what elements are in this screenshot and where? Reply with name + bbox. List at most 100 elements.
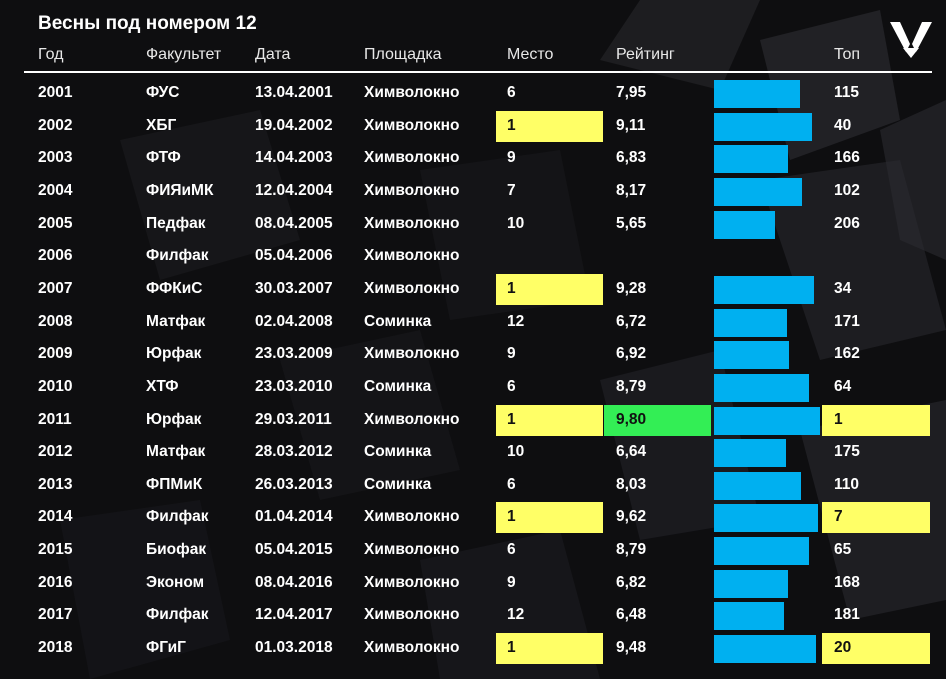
cell-place: 12 <box>507 312 525 330</box>
cell-top: 168 <box>834 573 860 591</box>
cell-year: 2017 <box>38 606 73 624</box>
header-year: Год <box>38 46 64 63</box>
cell-year: 2003 <box>38 149 73 167</box>
top-highlight <box>822 502 930 534</box>
cell-faculty: Филфак <box>146 508 209 526</box>
cell-venue: Химволокно <box>364 214 460 232</box>
cell-year: 2006 <box>38 247 73 265</box>
cell-place: 6 <box>507 541 516 559</box>
cell-faculty: Филфак <box>146 247 209 265</box>
cell-top: 166 <box>834 149 860 167</box>
cell-date: 02.04.2008 <box>255 312 333 330</box>
cell-rating: 6,72 <box>616 312 647 330</box>
place-highlight <box>496 633 603 665</box>
rating-bar <box>714 569 788 598</box>
cell-top: 110 <box>834 475 860 493</box>
table-row: 2014 Филфак 01.04.2014 Химволокно 1 9,62 7 <box>0 501 946 534</box>
cell-rating: 8,03 <box>616 475 647 493</box>
cell-place: 9 <box>507 345 516 363</box>
header-divider <box>24 71 932 73</box>
table-row: 2017 Филфак 12.04.2017 Химволокно 12 6,48 181 <box>0 599 946 632</box>
place-highlight <box>496 502 603 534</box>
table-row: 2018 ФГиГ 01.03.2018 Химволокно 1 9,48 20 <box>0 632 946 665</box>
cell-top: 34 <box>834 279 852 297</box>
cell-year: 2007 <box>38 279 73 297</box>
cell-rating: 6,82 <box>616 573 647 591</box>
cell-top: 175 <box>834 443 860 461</box>
cell-top: 1 <box>834 410 843 428</box>
cell-venue: Химволокно <box>364 606 460 624</box>
cell-venue: Соминка <box>364 475 432 493</box>
cell-date: 23.03.2010 <box>255 377 333 395</box>
cell-venue: Химволокно <box>364 149 460 167</box>
cell-faculty: Филфак <box>146 606 209 624</box>
cell-venue: Соминка <box>364 377 432 395</box>
cell-venue: Химволокно <box>364 639 460 657</box>
cell-top: 64 <box>834 377 852 395</box>
header-date: Дата <box>255 46 291 63</box>
cell-top: 7 <box>834 508 843 526</box>
cell-top: 20 <box>834 639 852 657</box>
cell-faculty: ФТФ <box>146 149 181 167</box>
rating-bar <box>714 373 809 402</box>
rating-bar <box>714 406 820 435</box>
cell-date: 13.04.2001 <box>255 84 333 101</box>
cell-faculty: ФПМиК <box>146 475 203 493</box>
table-row: 2008 Матфак 02.04.2008 Соминка 12 6,72 171 <box>0 306 946 339</box>
cell-year: 2005 <box>38 214 73 232</box>
cell-rating: 9,80 <box>616 410 647 428</box>
cell-rating: 6,64 <box>616 443 647 461</box>
cell-place: 10 <box>507 443 525 461</box>
cell-year: 2004 <box>38 181 73 199</box>
cell-year: 2008 <box>38 312 73 330</box>
cell-faculty: ФУС <box>146 84 180 101</box>
cell-date: 05.04.2006 <box>255 247 333 265</box>
cell-place: 1 <box>507 116 516 134</box>
rating-bar <box>714 471 801 500</box>
cell-year: 2018 <box>38 639 73 657</box>
table-row: 2005 Педфак 08.04.2005 Химволокно 10 5,65 206 <box>0 208 946 241</box>
rating-bar <box>714 308 787 337</box>
cell-venue: Химволокно <box>364 508 460 526</box>
cell-place: 6 <box>507 84 516 101</box>
cell-date: 08.04.2005 <box>255 214 333 232</box>
cell-venue: Химволокно <box>364 573 460 591</box>
cell-year: 2011 <box>38 410 72 428</box>
rating-bar <box>714 341 789 370</box>
cell-place: 1 <box>507 410 516 428</box>
rating-bar <box>714 275 814 304</box>
table-row: 2001 ФУС 13.04.2001 Химволокно 6 7,95 115 <box>0 77 946 110</box>
cell-rating: 6,92 <box>616 345 647 363</box>
table-row: 2006 Филфак 05.04.2006 Химволокно <box>0 240 946 273</box>
rating-bar <box>714 537 809 566</box>
cell-rating: 9,11 <box>616 116 646 134</box>
cell-rating: 8,79 <box>616 541 647 559</box>
top-highlight <box>822 633 930 665</box>
cell-date: 26.03.2013 <box>255 475 333 493</box>
table-row: 2011 Юрфак 29.03.2011 Химволокно 1 9,80 1 <box>0 404 946 437</box>
cell-rating: 9,48 <box>616 639 647 657</box>
header-place: Место <box>507 46 554 63</box>
header-venue: Площадка <box>364 46 442 63</box>
rating-bar <box>714 210 775 239</box>
table-row: 2012 Матфак 28.03.2012 Соминка 10 6,64 175 <box>0 436 946 469</box>
cell-year: 2012 <box>38 443 73 461</box>
brand-logo <box>886 8 936 58</box>
cell-faculty: ФИЯиМК <box>146 181 214 199</box>
rating-bar <box>714 635 816 664</box>
cell-place: 7 <box>507 181 516 199</box>
cell-year: 2015 <box>38 541 73 559</box>
place-highlight <box>496 404 603 436</box>
table-row: 2015 Биофак 05.04.2015 Химволокно 6 8,79 65 <box>0 534 946 567</box>
table-row: 2016 Эконом 08.04.2016 Химволокно 9 6,82 168 <box>0 567 946 600</box>
cell-date: 08.04.2016 <box>255 573 333 591</box>
cell-rating: 6,48 <box>616 606 647 624</box>
cell-place: 10 <box>507 214 525 232</box>
rating-bar <box>714 112 812 141</box>
cell-rating: 9,28 <box>616 279 647 297</box>
cell-year: 2014 <box>38 508 73 526</box>
cell-top: 171 <box>834 312 860 330</box>
cell-year: 2009 <box>38 345 73 363</box>
cell-faculty: Матфак <box>146 443 206 461</box>
cell-date: 12.04.2004 <box>255 181 333 199</box>
